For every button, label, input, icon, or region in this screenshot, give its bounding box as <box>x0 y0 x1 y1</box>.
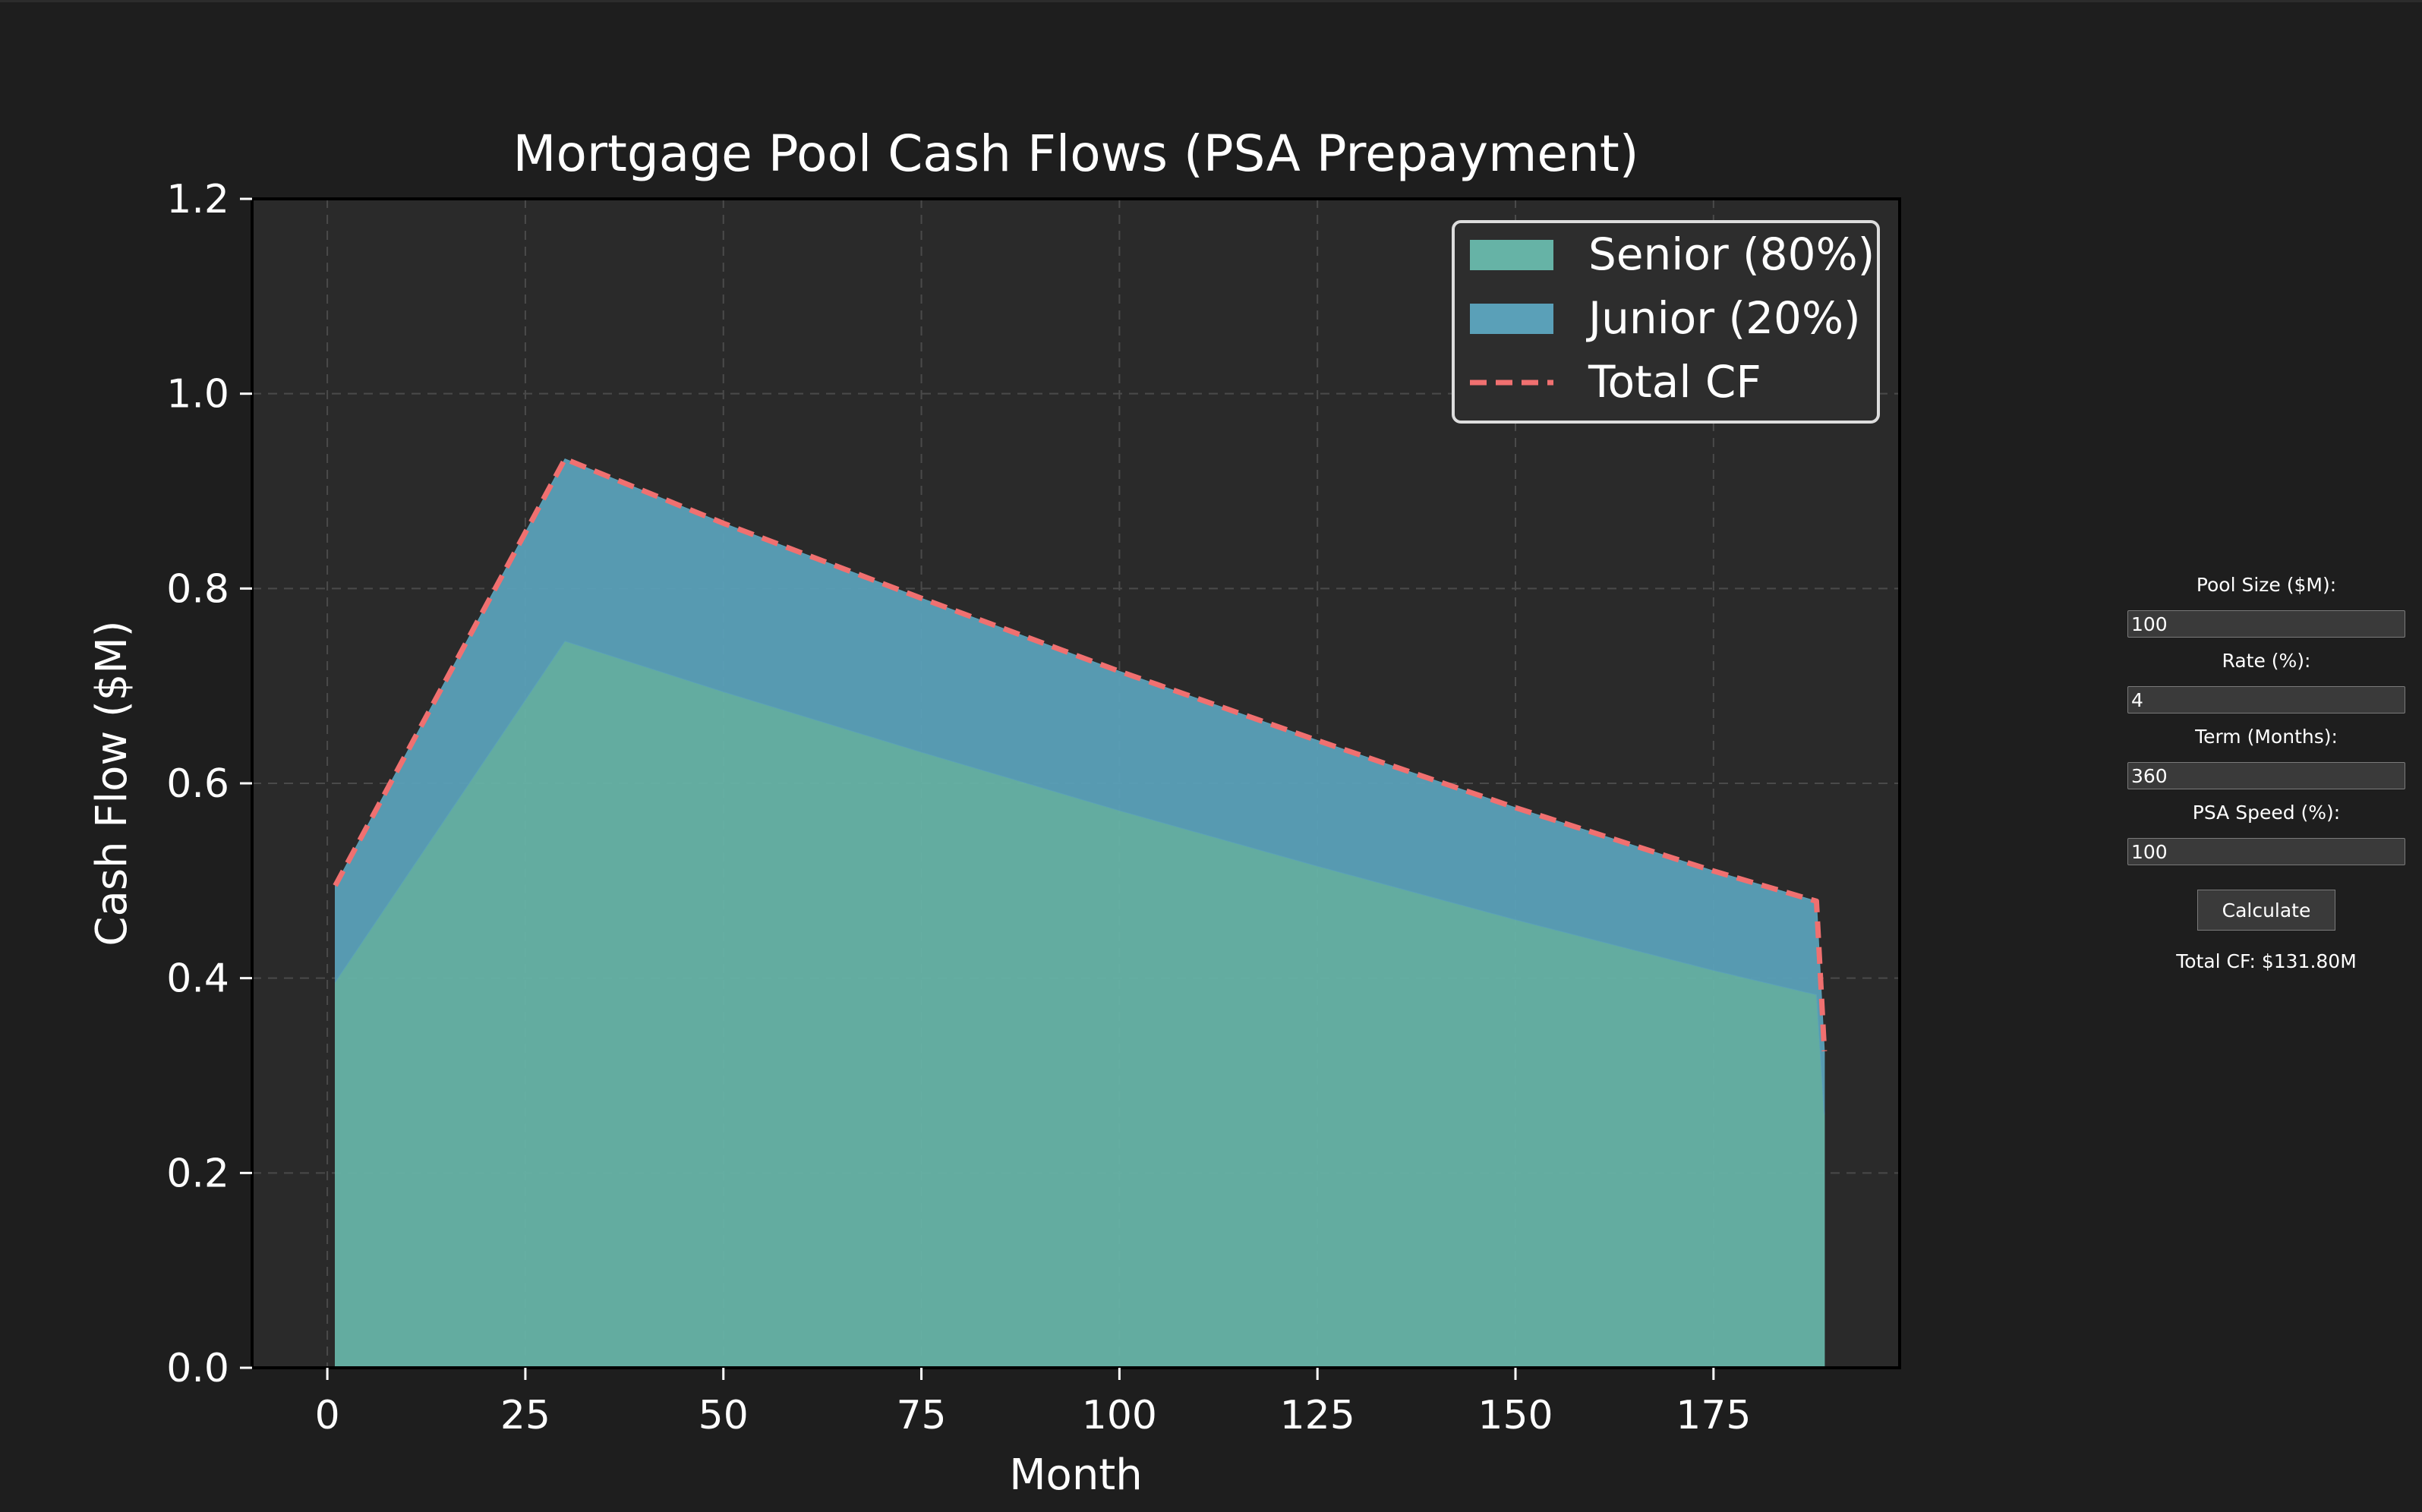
calculate-button[interactable]: Calculate <box>2197 890 2335 931</box>
legend-label-total: Total CF <box>1588 356 1761 408</box>
psa-speed-label: PSA Speed (%): <box>2192 802 2341 824</box>
x-tick-label: 150 <box>1477 1393 1553 1438</box>
y-tick-label: 0.6 <box>166 761 229 807</box>
legend-label-senior: Senior (80%) <box>1588 228 1875 280</box>
rate-label: Rate (%): <box>2222 650 2311 672</box>
y-tick-label: 1.0 <box>166 372 229 417</box>
pool-size-input[interactable] <box>2127 610 2405 638</box>
y-tick-label: 1.2 <box>166 177 229 222</box>
term-label: Term (Months): <box>2195 726 2338 748</box>
x-tick-label: 50 <box>699 1393 749 1438</box>
window-top-border <box>0 0 2422 2</box>
chart-title: Mortgage Pool Cash Flows (PSA Prepayment… <box>513 124 1639 183</box>
y-tick-label: 0.8 <box>166 566 229 612</box>
line-total-cf <box>333 456 1828 1052</box>
x-tick-label: 25 <box>500 1393 550 1438</box>
total-cf-readout: Total CF: $131.80M <box>2176 950 2357 972</box>
y-tick-label: 0.4 <box>166 956 229 1002</box>
rate-input[interactable] <box>2127 686 2405 713</box>
legend-swatch-junior <box>1470 304 1553 334</box>
psa-speed-input[interactable] <box>2127 838 2405 865</box>
term-input[interactable] <box>2127 762 2405 789</box>
y-axis-title: Cash Flow ($M) <box>87 620 137 946</box>
legend-label-junior: Junior (20%) <box>1586 292 1861 344</box>
x-axis-title: Month <box>1009 1451 1143 1500</box>
y-tick-label: 0.2 <box>166 1151 229 1196</box>
x-tick-label: 175 <box>1676 1393 1751 1438</box>
y-tick-label: 0.0 <box>166 1346 229 1391</box>
legend-swatch-senior <box>1470 240 1553 270</box>
x-tick-label: 100 <box>1082 1393 1157 1438</box>
x-tick-label: 75 <box>896 1393 946 1438</box>
x-tick-label: 125 <box>1280 1393 1355 1438</box>
x-tick-label: 0 <box>315 1393 340 1438</box>
legend: Senior (80%) Junior (20%) Total CF <box>1452 220 1880 424</box>
axis-ticks: 0 25 50 75 100 125 150 175 0.0 0.2 0.4 0.6 0.8 1.0 1.2 <box>166 177 1751 1438</box>
total-line-layer <box>333 456 1828 1052</box>
pool-size-label: Pool Size ($M): <box>2196 574 2337 596</box>
legend-frame <box>1452 220 1880 424</box>
